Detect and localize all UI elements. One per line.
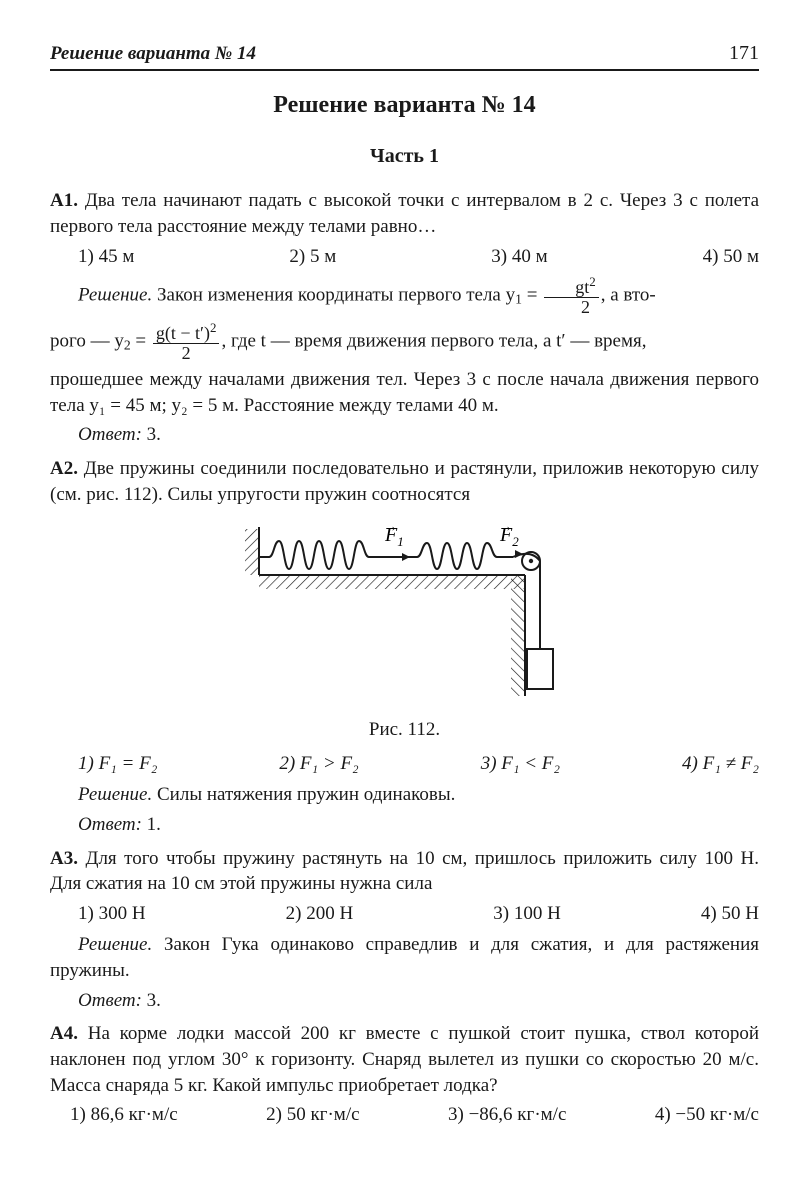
vector-arrow-1: →	[383, 521, 398, 535]
option-1: 1) 86,6 кг·м/с	[70, 1102, 178, 1128]
option-2: 2) 200 Н	[286, 901, 354, 927]
solution-label: Решение.	[78, 934, 152, 955]
part-heading: Часть 1	[50, 143, 759, 170]
option-3: 3) −86,6 кг·м/с	[448, 1102, 566, 1128]
options-row: 1) 300 Н 2) 200 Н 3) 100 Н 4) 50 Н	[78, 901, 759, 927]
answer-label: Ответ:	[78, 814, 142, 835]
option-3: 3) F₁ < F₂	[481, 751, 560, 777]
option-3: 3) 100 Н	[493, 901, 561, 927]
running-title: Решение варианта № 14	[50, 41, 256, 67]
problem-tag: А2.	[50, 458, 78, 479]
problem-body: Два тела начинают падать с высокой точки…	[50, 190, 759, 237]
solution-text: Силы натяжения пружин одинаковы.	[152, 784, 455, 805]
solution-label: Решение.	[78, 285, 152, 306]
problem-body: Две пружины соединили последовательно и …	[50, 458, 759, 505]
answer-label: Ответ:	[78, 990, 142, 1011]
F2-sub: 2	[512, 534, 519, 549]
figure-caption: Рис. 112.	[50, 717, 759, 743]
solution-line-3: прошедшее между началами движения тел. Ч…	[50, 367, 759, 418]
options-row: 1) 45 м 2) 5 м 3) 40 м 4) 50 м	[78, 244, 759, 270]
solution-line: Решение. Закон Гука одинаково справедлив…	[50, 932, 759, 983]
answer-line: Ответ: 3.	[50, 988, 759, 1014]
fraction-2: g(t − t′)2 2	[153, 321, 220, 363]
problem-a3: А3. Для того чтобы пружину растянуть на …	[50, 846, 759, 1014]
problem-text: А4. На корме лодки массой 200 кг вместе …	[50, 1021, 759, 1098]
solution-line: Решение. Силы натяжения пружин одинаковы…	[50, 782, 759, 808]
option-2: 2) 5 м	[289, 244, 336, 270]
options-row: 1) 86,6 кг·м/с 2) 50 кг·м/с 3) −86,6 кг·…	[70, 1102, 759, 1128]
problem-text: А2. Две пружины соединили последовательн…	[50, 456, 759, 507]
frac-num-sup: 2	[210, 320, 216, 335]
problem-tag: А3.	[50, 848, 78, 869]
solution-text: Закон Гука одинаково справедлив и для сж…	[50, 934, 759, 981]
vector-arrow-2: →	[498, 521, 513, 535]
springs-diagram-svg: F1 → F2 →	[225, 521, 585, 701]
answer-value: 3.	[142, 424, 161, 445]
solution-label: Решение.	[78, 784, 152, 805]
F1-sub: 1	[397, 534, 404, 549]
solution-line-2: рого — y2 = g(t − t′)22, где t — время д…	[50, 321, 759, 363]
problem-body: Для того чтобы пружину растянуть на 10 с…	[50, 848, 759, 895]
solution-text: Закон изменения координаты первого тела …	[157, 285, 515, 306]
option-4: 4) 50 м	[703, 244, 759, 270]
figure-112: F1 → F2 →	[50, 521, 759, 709]
problem-a4: А4. На корме лодки массой 200 кг вместе …	[50, 1021, 759, 1128]
problem-body: На корме лодки массой 200 кг вместе с пу…	[50, 1023, 759, 1095]
equals: =	[522, 285, 542, 306]
option-3: 3) 40 м	[491, 244, 547, 270]
options-row: 1) F₁ = F₂ 2) F₁ > F₂ 3) F₁ < F₂ 4) F₁ ≠…	[78, 751, 759, 777]
problem-tag: А1.	[50, 190, 78, 211]
problem-text: А3. Для того чтобы пружину растянуть на …	[50, 846, 759, 897]
answer-value: 1.	[142, 814, 161, 835]
problem-a2: А2. Две пружины соединили последовательн…	[50, 456, 759, 837]
option-1: 1) F₁ = F₂	[78, 751, 157, 777]
solution-text: рого — y	[50, 331, 124, 352]
option-1: 1) 45 м	[78, 244, 134, 270]
option-4: 4) 50 Н	[701, 901, 759, 927]
frac-den: 2	[153, 344, 220, 363]
answer-value: 3.	[142, 990, 161, 1011]
solution-line-1: Решение. Закон изменения координаты перв…	[50, 275, 759, 317]
answer-line: Ответ: 1.	[50, 812, 759, 838]
option-2: 2) 50 кг·м/с	[266, 1102, 359, 1128]
option-4: 4) −50 кг·м/с	[655, 1102, 759, 1128]
problem-a1: А1. Два тела начинают падать с высокой т…	[50, 188, 759, 448]
problem-text: А1. Два тела начинают падать с высокой т…	[50, 188, 759, 239]
subscript: 2	[124, 338, 131, 353]
frac-num: gt	[575, 277, 589, 297]
solution-tail: , а вто-	[601, 285, 656, 306]
frac-num-sup: 2	[589, 274, 595, 289]
answer-label: Ответ:	[78, 424, 142, 445]
solution-tail: , где t — время движения первого тела, а…	[221, 331, 646, 352]
option-2: 2) F₁ > F₂	[279, 751, 358, 777]
equals: =	[131, 331, 151, 352]
page-number: 171	[729, 40, 759, 67]
running-header: Решение варианта № 14 171	[50, 40, 759, 71]
frac-num: g(t − t′)	[156, 323, 210, 343]
problem-tag: А4.	[50, 1023, 78, 1044]
subscript: 1	[515, 292, 522, 307]
frac-den: 2	[544, 298, 599, 317]
answer-line: Ответ: 3.	[50, 422, 759, 448]
option-1: 1) 300 Н	[78, 901, 146, 927]
fraction-1: gt2 2	[544, 275, 599, 317]
option-4: 4) F₁ ≠ F₂	[682, 751, 759, 777]
page-title: Решение варианта № 14	[50, 89, 759, 121]
